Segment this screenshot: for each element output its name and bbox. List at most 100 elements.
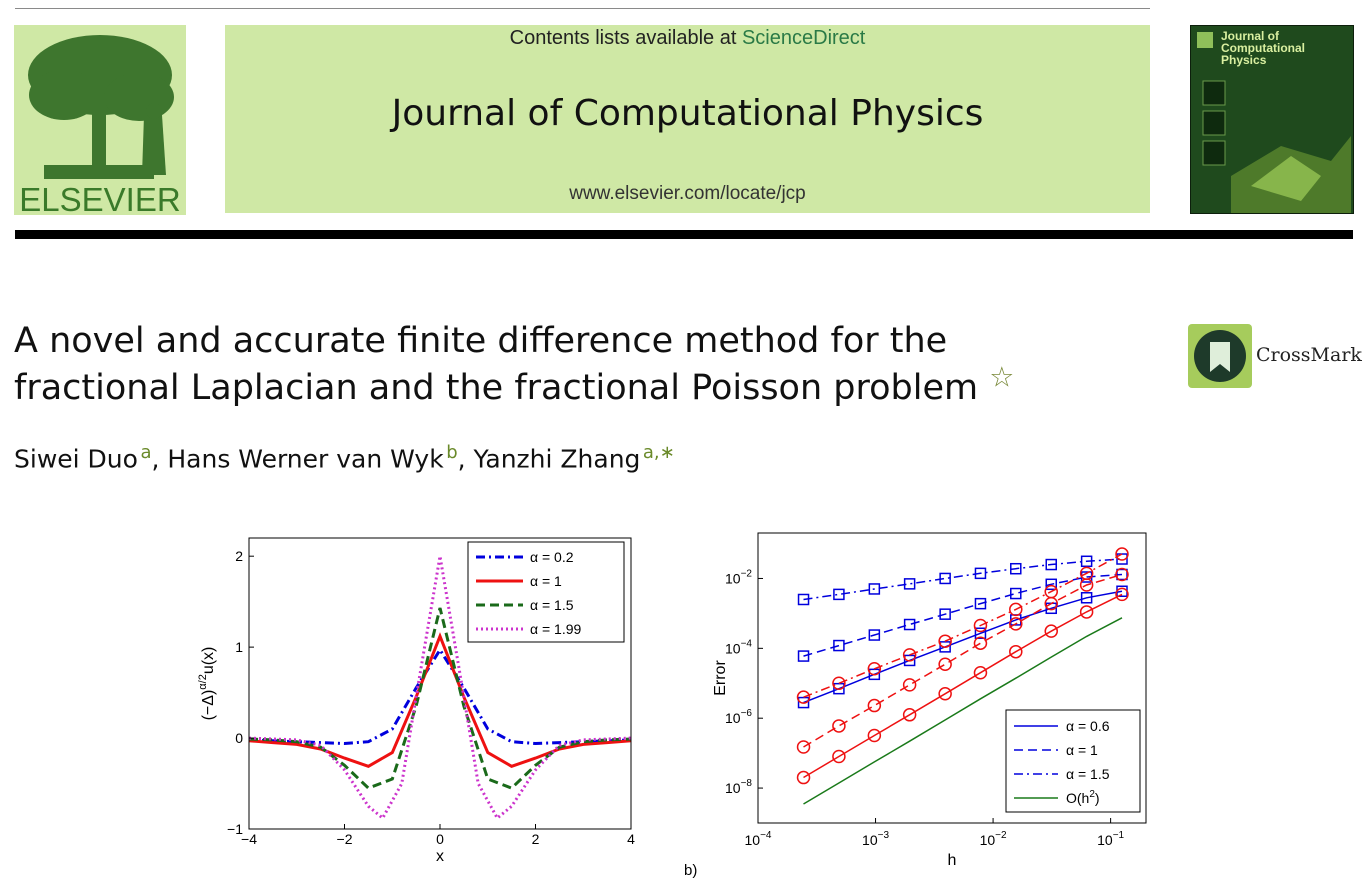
fig-b-circle-marker xyxy=(796,770,811,785)
journal-banner: Contents lists available at ScienceDirec… xyxy=(225,25,1150,213)
fig-b-circle-marker xyxy=(902,678,917,692)
fig-a-x-tick-label: −2 xyxy=(337,831,353,847)
fig-b-square-marker xyxy=(833,682,845,695)
figure-b-chart: 10−4 10−3 10−2 10−1 10−8 10−6 10−4 10−2 h Error b)… xyxy=(684,532,1147,879)
fig-b-circle-marker xyxy=(1115,547,1129,561)
fig-a-x-tick-label: 0 xyxy=(436,831,444,847)
fig-b-series-line xyxy=(803,617,1123,805)
fig-a-x-tick-label: −4 xyxy=(241,831,257,847)
fig-b-circle-marker xyxy=(902,708,917,722)
crossmark-label: CrossMark xyxy=(1256,344,1362,366)
fig-b-legend: α = 0.6 α = 1 α = 1.5 O(h2) xyxy=(1005,709,1141,813)
article-title: A novel and accurate finite difference m… xyxy=(14,318,1164,412)
fig-b-y-tick-label: 10−6 xyxy=(725,708,752,726)
fig-a-x-tick-label: 4 xyxy=(627,831,635,847)
fig-b-square-marker xyxy=(797,593,810,606)
fig-b-series-line xyxy=(803,593,1123,779)
fig-a-series-line xyxy=(248,555,632,821)
fig-a-series-line xyxy=(248,647,632,746)
fig-b-series-line xyxy=(803,553,1123,698)
fig-b-square-marker xyxy=(1045,558,1057,571)
fig-b-circle-marker xyxy=(832,676,846,691)
fig-b-y-axis-label: Error xyxy=(712,660,729,696)
fig-b-axes-frame xyxy=(757,532,1147,824)
elsevier-logo[interactable]: ELSEVIER xyxy=(14,25,186,218)
fig-b-square-marker xyxy=(833,639,845,652)
fig-b-square-marker xyxy=(1080,592,1093,604)
fig-b-series-line xyxy=(803,558,1123,601)
author-affiliation[interactable]: a xyxy=(140,442,152,463)
fig-b-square-marker xyxy=(974,597,987,610)
fig-b-square-marker xyxy=(903,618,916,631)
fig-b-circle-marker xyxy=(938,634,952,648)
fig-b-circle-marker xyxy=(796,740,811,754)
fig-b-circle-marker xyxy=(867,662,882,676)
author-affiliation[interactable]: b xyxy=(446,442,458,463)
fig-b-circle-marker xyxy=(973,618,988,633)
fig-b-square-marker xyxy=(1045,578,1057,591)
fig-b-square-marker xyxy=(1010,562,1022,575)
fig-b-square-marker xyxy=(939,608,951,620)
fig-a-plot-area xyxy=(248,555,632,821)
fig-b-series-line xyxy=(803,573,1123,748)
fig-a-legend-label: α = 0.2 xyxy=(530,549,574,565)
fig-a-y-tick-label: 0 xyxy=(235,730,243,746)
fig-a-x-tick-label: 2 xyxy=(532,831,540,847)
author-affiliation[interactable]: a,∗ xyxy=(642,442,675,463)
fig-b-circle-marker xyxy=(902,648,917,662)
author-name[interactable]: Siwei Duo xyxy=(14,444,138,474)
top-rule xyxy=(15,8,1150,9)
fig-b-x-axis-label: h xyxy=(948,852,957,869)
fig-b-circle-marker xyxy=(832,749,846,764)
fig-b-square-marker xyxy=(1080,555,1093,568)
contents-line: Contents lists available at ScienceDirec… xyxy=(225,27,1150,50)
fig-a-y-tick-label: 2 xyxy=(235,548,243,564)
fig-b-panel-label: b) xyxy=(684,862,697,879)
fig-b-y-tick-label: 10−4 xyxy=(725,638,752,656)
fig-b-legend-label: α = 1 xyxy=(1066,742,1098,758)
fig-b-series-line xyxy=(803,590,1123,704)
crossmark-badge[interactable]: CrossMark xyxy=(1188,324,1362,388)
fig-b-x-tick-label: 10−3 xyxy=(862,830,889,848)
sciencedirect-link[interactable]: ScienceDirect xyxy=(741,27,866,49)
fig-b-legend-box xyxy=(1005,709,1141,813)
fig-a-series-line xyxy=(248,632,632,768)
fig-a-legend-label: α = 1.99 xyxy=(530,621,582,637)
fig-b-legend-label: O(h2) xyxy=(1066,789,1100,806)
author-list: Siwei Duo a, Hans Werner van Wyk b, Yanz… xyxy=(14,442,675,474)
journal-url-link[interactable]: www.elsevier.com/locate/jcp xyxy=(569,183,806,204)
fig-b-circle-marker xyxy=(1009,617,1023,631)
fig-a-x-axis-label: x xyxy=(436,848,444,865)
crossmark-icon xyxy=(1188,324,1252,388)
fig-b-square-marker xyxy=(903,578,916,590)
author-name[interactable]: Yanzhi Zhang xyxy=(473,444,641,474)
fig-b-circle-marker xyxy=(832,719,846,733)
fig-b-square-marker xyxy=(974,627,987,640)
fig-b-circle-marker xyxy=(973,636,988,650)
fig-a-axes: −4 −2 0 2 4 −1 0 1 2 x (−Δ)α/2u(x) xyxy=(197,548,635,865)
fig-b-square-marker xyxy=(939,572,951,585)
author-name[interactable]: Hans Werner van Wyk xyxy=(167,444,444,474)
fig-b-legend-label: α = 1.5 xyxy=(1066,766,1110,782)
fig-a-legend: α = 0.2 α = 1 α = 1.5 α = 1.99 xyxy=(467,541,625,643)
fig-b-circle-marker xyxy=(938,657,952,672)
fig-b-circle-marker xyxy=(1009,644,1023,659)
fig-b-square-marker xyxy=(797,696,810,709)
fig-a-y-tick-label: 1 xyxy=(235,639,243,655)
fig-b-x-tick-label: 10−4 xyxy=(745,830,772,848)
fig-b-square-marker xyxy=(1010,587,1022,600)
fig-b-circle-marker xyxy=(1009,602,1023,617)
fig-b-circle-marker xyxy=(1044,624,1058,638)
fig-b-circle-marker xyxy=(973,665,988,680)
fig-b-circle-marker xyxy=(867,698,882,713)
fig-b-circle-marker xyxy=(1115,587,1129,602)
journal-cover[interactable]: Journal of Computational Physics xyxy=(1190,25,1354,214)
fig-b-circle-marker xyxy=(1079,566,1094,581)
title-footnote-star-icon[interactable]: ☆ xyxy=(989,360,1015,394)
cover-title: Journal of Computational Physics xyxy=(1221,29,1305,67)
fig-b-y-tick-label: 10−2 xyxy=(725,568,752,586)
fig-b-circle-marker xyxy=(938,687,952,701)
fig-a-legend-box xyxy=(467,541,625,643)
fig-b-square-marker xyxy=(868,583,881,595)
